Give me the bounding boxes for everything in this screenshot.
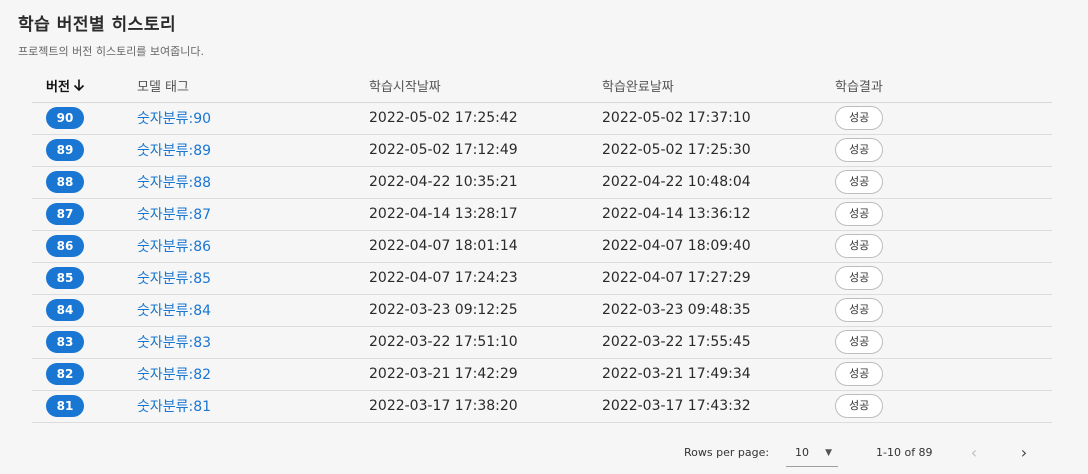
table-header-row: 버전 모델 태그 학습시작날짜 학습완료날짜 학습결과 [32,70,1052,102]
table-row[interactable]: 84 숫자분류:84 2022-03-23 09:12:25 2022-03-2… [32,294,1052,326]
result-chip: 성공 [835,394,883,418]
column-header-end-date[interactable]: 학습완료날짜 [602,70,835,102]
version-badge[interactable]: 83 [46,331,84,353]
result-chip: 성공 [835,138,883,162]
arrow-down-icon[interactable] [72,78,86,96]
column-header-model-tag[interactable]: 모델 태그 [137,70,369,102]
end-date-cell: 2022-03-22 17:55:45 [602,326,835,358]
model-tag-link[interactable]: 숫자분류:86 [137,239,211,255]
end-date-cell: 2022-04-22 10:48:04 [602,166,835,198]
version-badge[interactable]: 82 [46,363,84,385]
version-badge[interactable]: 90 [46,107,84,129]
model-tag-link[interactable]: 숫자분류:90 [137,111,211,127]
page-title: 학습 버전별 히스토리 [18,10,204,35]
result-chip: 성공 [835,202,883,226]
model-tag-link[interactable]: 숫자분류:88 [137,175,211,191]
model-tag-link[interactable]: 숫자분류:85 [137,271,211,287]
end-date-cell: 2022-03-17 17:43:32 [602,390,835,422]
table-row[interactable]: 81 숫자분류:81 2022-03-17 17:38:20 2022-03-1… [32,390,1052,422]
page-subtitle: 프로젝트의 버전 히스토리를 보여줍니다. [18,43,204,59]
model-tag-link[interactable]: 숫자분류:81 [137,399,211,415]
column-header-start-date[interactable]: 학습시작날짜 [369,70,602,102]
start-date-cell: 2022-03-22 17:51:10 [369,326,602,358]
start-date-cell: 2022-04-07 18:01:14 [369,230,602,262]
start-date-cell: 2022-04-07 17:24:23 [369,262,602,294]
chevron-right-icon[interactable]: › [1008,437,1040,469]
table-row[interactable]: 89 숫자분류:89 2022-05-02 17:12:49 2022-05-0… [32,134,1052,166]
result-chip: 성공 [835,362,883,386]
version-badge[interactable]: 84 [46,299,84,321]
table-row[interactable]: 85 숫자분류:85 2022-04-07 17:24:23 2022-04-0… [32,262,1052,294]
version-badge[interactable]: 88 [46,171,84,193]
start-date-cell: 2022-05-02 17:25:42 [369,102,602,134]
model-tag-link[interactable]: 숫자분류:82 [137,367,211,383]
version-history-table: 버전 모델 태그 학습시작날짜 학습완료날짜 학습결과 90 숫자분류:90 2… [32,70,1052,423]
table-row[interactable]: 83 숫자분류:83 2022-03-22 17:51:10 2022-03-2… [32,326,1052,358]
version-badge[interactable]: 86 [46,235,84,257]
chevron-left-icon[interactable]: ‹ [958,437,990,469]
start-date-cell: 2022-03-21 17:42:29 [369,358,602,390]
model-tag-link[interactable]: 숫자분류:87 [137,207,211,223]
start-date-cell: 2022-05-02 17:12:49 [369,134,602,166]
model-tag-link[interactable]: 숫자분류:89 [137,143,211,159]
rows-per-page-value: 10 [795,437,809,469]
caret-down-icon: ▼ [825,437,832,469]
end-date-cell: 2022-04-07 17:27:29 [602,262,835,294]
result-chip: 성공 [835,106,883,130]
rows-per-page-select[interactable]: 10 ▼ [786,437,838,467]
end-date-cell: 2022-03-21 17:49:34 [602,358,835,390]
result-chip: 성공 [835,234,883,258]
end-date-cell: 2022-04-14 13:36:12 [602,198,835,230]
table-row[interactable]: 87 숫자분류:87 2022-04-14 13:28:17 2022-04-1… [32,198,1052,230]
column-header-label: 버전 [46,80,70,95]
table-row[interactable]: 90 숫자분류:90 2022-05-02 17:25:42 2022-05-0… [32,102,1052,134]
version-badge[interactable]: 89 [46,139,84,161]
table-row[interactable]: 82 숫자분류:82 2022-03-21 17:42:29 2022-03-2… [32,358,1052,390]
column-header-result[interactable]: 학습결과 [835,70,1052,102]
model-tag-link[interactable]: 숫자분류:83 [137,335,211,351]
version-badge[interactable]: 87 [46,203,84,225]
table-row[interactable]: 86 숫자분류:86 2022-04-07 18:01:14 2022-04-0… [32,230,1052,262]
end-date-cell: 2022-03-23 09:48:35 [602,294,835,326]
version-badge[interactable]: 85 [46,267,84,289]
rows-per-page-label: Rows per page: [684,437,769,469]
end-date-cell: 2022-05-02 17:25:30 [602,134,835,166]
result-chip: 성공 [835,266,883,290]
result-chip: 성공 [835,170,883,194]
result-chip: 성공 [835,298,883,322]
result-chip: 성공 [835,330,883,354]
end-date-cell: 2022-04-07 18:09:40 [602,230,835,262]
start-date-cell: 2022-04-14 13:28:17 [369,198,602,230]
pagination-range: 1-10 of 89 [876,437,933,469]
table-row[interactable]: 88 숫자분류:88 2022-04-22 10:35:21 2022-04-2… [32,166,1052,198]
version-badge[interactable]: 81 [46,395,84,417]
column-header-version[interactable]: 버전 [32,70,137,102]
model-tag-link[interactable]: 숫자분류:84 [137,303,211,319]
start-date-cell: 2022-04-22 10:35:21 [369,166,602,198]
start-date-cell: 2022-03-23 09:12:25 [369,294,602,326]
start-date-cell: 2022-03-17 17:38:20 [369,390,602,422]
pagination: Rows per page: 10 ▼ 1-10 of 89 ‹ › [0,437,1088,469]
page-header: 학습 버전별 히스토리 프로젝트의 버전 히스토리를 보여줍니다. [18,10,204,59]
end-date-cell: 2022-05-02 17:37:10 [602,102,835,134]
